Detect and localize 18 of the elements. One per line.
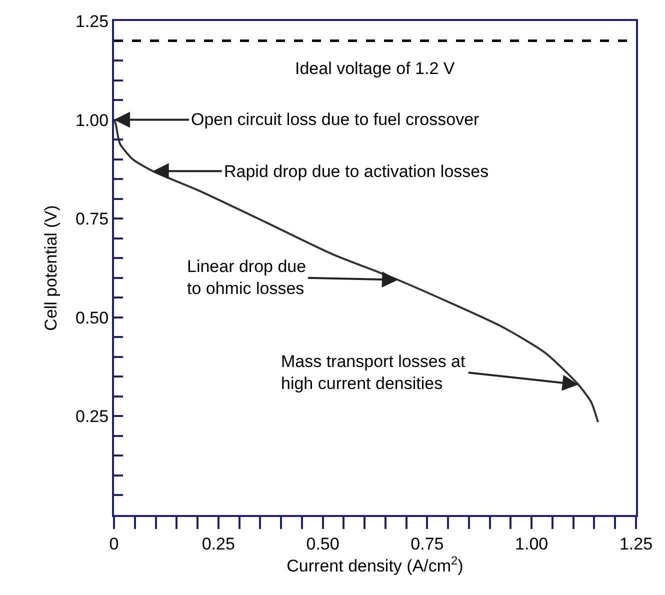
annotation: Linear drop due to ohmic losses — [187, 257, 306, 298]
y-tick-label: 0.75 — [76, 210, 109, 229]
x-tick-label: 1.00 — [515, 534, 548, 554]
x-tick-label: 0.75 — [410, 534, 444, 554]
annotation: Open circuit loss due to fuel crossover — [191, 110, 480, 129]
annotation: Mass transport losses at high current densities — [281, 352, 466, 394]
x-axis-title: Current density (A/cm$^{2}$) — [286, 553, 464, 576]
x-tick-label: 0 — [109, 534, 119, 554]
y-tick-label: 0.50 — [76, 308, 109, 328]
y-axis-title: Cell potential (V) — [42, 205, 61, 331]
x-tick-label: 0.50 — [306, 534, 340, 554]
ref-line-label: Ideal voltage of 1.2 V — [295, 59, 456, 78]
x-tick-label: 1.25 — [619, 534, 653, 554]
y-tick-label: 0.25 — [76, 407, 109, 426]
x-tick-label: 0.25 — [202, 534, 235, 554]
y-tick-label: 1.00 — [76, 110, 109, 130]
y-tick-label: 1.25 — [76, 12, 109, 31]
annotation: Rapid drop due to activation losses — [224, 162, 489, 181]
